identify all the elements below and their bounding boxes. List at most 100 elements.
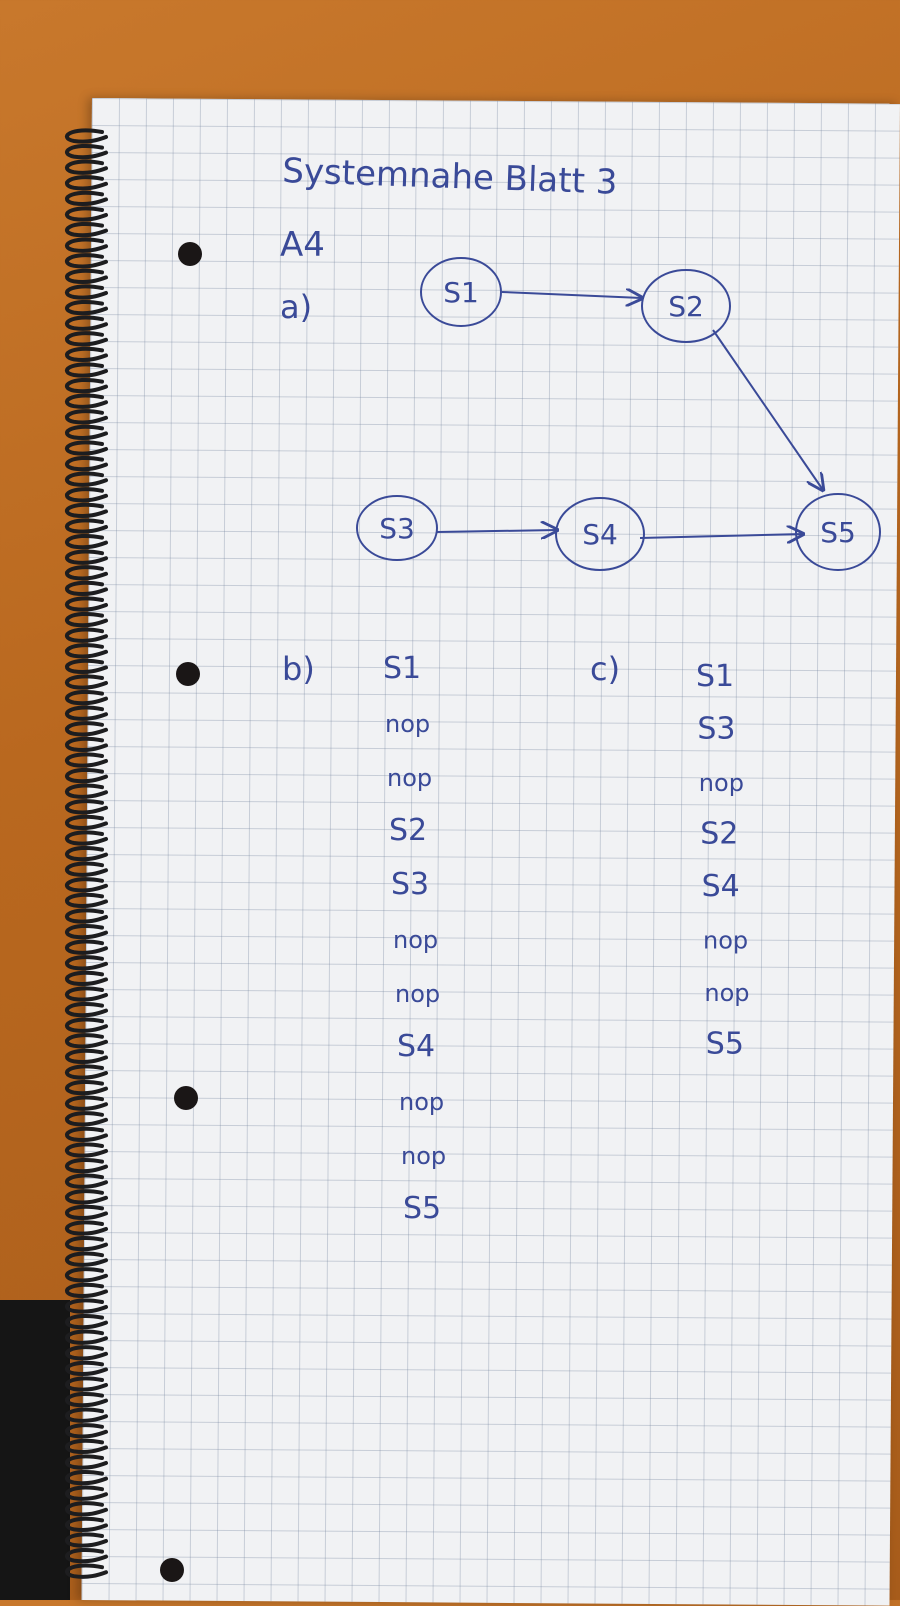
- spiral-coil: [65, 1220, 108, 1236]
- spiral-coil: [65, 1251, 108, 1267]
- spiral-coil: [65, 175, 108, 191]
- dependency-graph: S1 S2 S3 S4 S5: [356, 257, 881, 571]
- spiral-coil: [65, 1501, 108, 1517]
- part-c-step: S4: [702, 869, 740, 904]
- spiral-coil: [65, 1235, 108, 1252]
- node-s5-label: S5: [820, 516, 856, 549]
- part-b-step: S3: [391, 867, 429, 902]
- part-b-step: S2: [389, 813, 427, 848]
- edge-s2-s5: [712, 329, 823, 490]
- part-b-step: S4: [397, 1029, 435, 1064]
- spiral-coil: [65, 502, 108, 519]
- spiral-coil: [65, 1079, 108, 1096]
- part-b-step: nop: [401, 1142, 446, 1170]
- part-b-step: nop: [399, 1088, 444, 1116]
- spiral-coil: [65, 799, 108, 815]
- part-c-step: S3: [697, 712, 735, 747]
- spiral-coil: [65, 299, 108, 316]
- node-s5: S5: [795, 493, 881, 571]
- spiral-coil: [65, 1064, 108, 1080]
- spiral-coil: [65, 1313, 108, 1330]
- spiral-coil: [65, 627, 108, 643]
- node-s4-label: S4: [582, 518, 618, 551]
- spiral-coil: [65, 861, 108, 877]
- page-title: Systemnahe Blatt 3: [282, 151, 618, 203]
- spiral-coil: [65, 1329, 108, 1345]
- part-c-sequence: S1 S3 nop S2 S4 nop nop S5: [696, 659, 750, 1062]
- spiral-coil: [65, 1563, 108, 1579]
- spiral-coil: [65, 1485, 108, 1501]
- spiral-coil: [65, 955, 108, 971]
- spiral-coil: [65, 1407, 108, 1423]
- spiral-coil: [65, 190, 108, 207]
- node-s1-label: S1: [443, 276, 479, 309]
- edge-s4-s5: [639, 534, 803, 538]
- spiral-coil: [65, 580, 108, 597]
- spiral-coil: [65, 705, 108, 721]
- spiral-coil: [65, 752, 108, 768]
- spiral-coil: [65, 830, 108, 846]
- spiral-coil: [65, 331, 108, 347]
- spiral-coil: [65, 1532, 108, 1548]
- part-c-step: S1: [696, 659, 734, 694]
- part-b-step: S5: [403, 1191, 441, 1226]
- node-s2-label: S2: [668, 290, 704, 323]
- part-c-step: S2: [700, 817, 738, 852]
- spiral-coil: [65, 533, 108, 550]
- spiral-coil: [65, 1267, 108, 1283]
- node-s1: S1: [420, 257, 502, 327]
- spiral-coil: [65, 1142, 108, 1158]
- spiral-coil: [65, 1001, 108, 1018]
- spiral-coil: [65, 611, 108, 628]
- part-c-step: nop: [699, 769, 744, 797]
- part-b-step: nop: [395, 980, 440, 1008]
- spiral-coil: [65, 1454, 108, 1470]
- spiral-coil: [65, 268, 108, 285]
- part-b-sequence: S1 nop nop S2 S3 nop nop S4 nop nop S5: [383, 651, 446, 1226]
- spiral-coil: [65, 1095, 108, 1111]
- spiral-coil: [65, 939, 108, 955]
- spiral-coil: [65, 1126, 108, 1143]
- spiral-coil: [65, 1547, 108, 1564]
- spiral-coil: [65, 565, 108, 581]
- spiral-coil: [65, 377, 108, 394]
- spiral-coil: [65, 487, 108, 503]
- spiral-coil: [65, 1048, 108, 1065]
- part-b-step: nop: [393, 926, 438, 954]
- spiral-coil: [65, 1173, 108, 1189]
- spiral-coil: [65, 128, 108, 144]
- spiral-coil: [65, 689, 108, 706]
- spiral-coil: [65, 1438, 108, 1455]
- punch-hole-4: [160, 1558, 184, 1582]
- spiral-coil: [65, 736, 108, 753]
- spiral-coil: [65, 1157, 108, 1174]
- spiral-coil: [65, 596, 108, 612]
- edge-s3-s4: [436, 530, 557, 532]
- spiral-coil: [65, 549, 108, 565]
- part-c-step: S5: [706, 1027, 744, 1062]
- spiral-coil: [65, 1111, 108, 1127]
- spiral-coil: [65, 1282, 108, 1299]
- spiral-coil: [65, 237, 108, 253]
- spiral-binding: [65, 128, 108, 1579]
- spiral-coil: [65, 643, 108, 659]
- spiral-coil: [65, 814, 108, 831]
- spiral-coil: [65, 1033, 108, 1049]
- spiral-coil: [65, 1189, 108, 1205]
- desk-dark-object: [0, 1300, 70, 1600]
- spiral-coil: [65, 1376, 108, 1392]
- part-c-label: c): [590, 650, 620, 688]
- spiral-coil: [65, 284, 108, 300]
- spiral-coil: [65, 674, 108, 690]
- node-s3: S3: [356, 495, 438, 561]
- node-s2: S2: [641, 269, 731, 343]
- part-b-label: b): [282, 650, 315, 688]
- spiral-coil: [65, 393, 108, 409]
- spiral-coil: [65, 253, 108, 269]
- part-b-step: nop: [387, 764, 432, 792]
- spiral-coil: [65, 1360, 108, 1377]
- spiral-coil: [65, 986, 108, 1002]
- spiral-coil: [65, 143, 108, 160]
- part-c-step: nop: [703, 927, 748, 955]
